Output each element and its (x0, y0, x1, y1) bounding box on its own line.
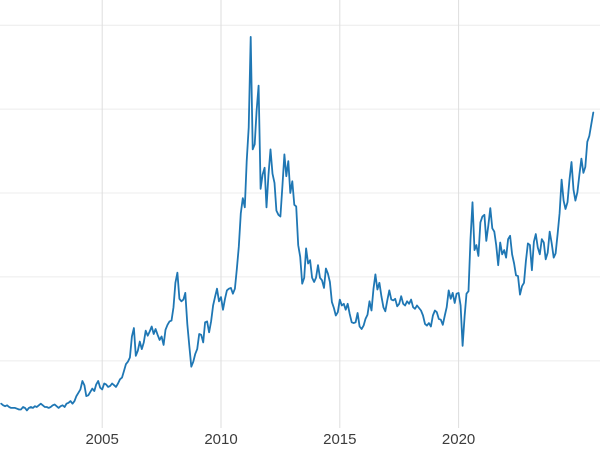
x-tick-label: 2010 (204, 431, 237, 448)
x-tick-label: 2005 (86, 431, 119, 448)
price-line-series (0, 36, 595, 412)
x-tick-label: 2020 (442, 431, 475, 448)
x-tick-label: 2015 (323, 431, 356, 448)
